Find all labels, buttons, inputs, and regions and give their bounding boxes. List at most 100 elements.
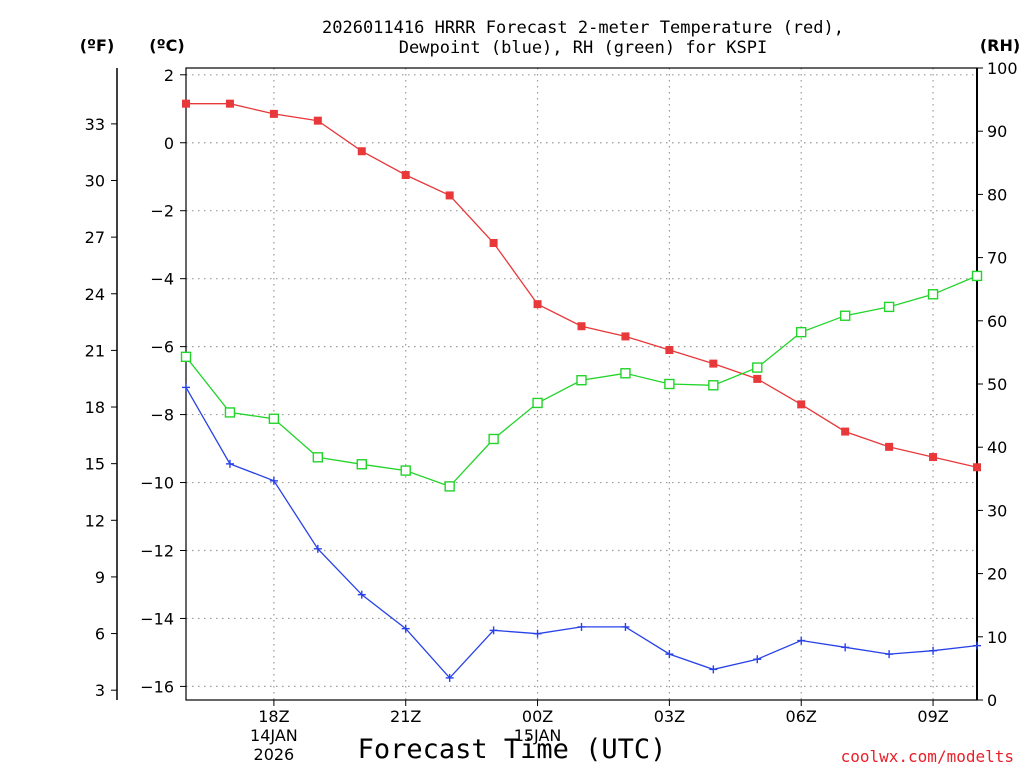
fahrenheit-tick-label: 30 <box>85 172 105 191</box>
rh-point <box>268 413 280 424</box>
dewpoint-point <box>709 665 718 674</box>
rh-point <box>356 459 367 470</box>
dewpoint-point <box>182 383 190 392</box>
rh-tick-label: 70 <box>987 249 1007 268</box>
rh-tick-label: 90 <box>987 122 1007 141</box>
rh-point <box>796 326 807 338</box>
celsius-tick-label: 0 <box>164 134 174 153</box>
dewpoint-point <box>313 544 322 553</box>
temperature-point <box>841 427 850 436</box>
fahrenheit-tick-label: 33 <box>85 115 105 134</box>
rh-point <box>839 310 851 321</box>
rh-unit-label: (RH) <box>980 36 1020 55</box>
temperature-point <box>225 99 234 108</box>
rh-tick-label: 30 <box>987 501 1007 520</box>
fahrenheit-tick-label: 18 <box>85 398 105 417</box>
dewpoint-point <box>841 643 850 652</box>
celsius-tick-label: −14 <box>140 609 174 628</box>
dewpoint-point <box>445 673 454 682</box>
rh-tick-label: 0 <box>987 691 997 710</box>
rh-tick-label: 50 <box>987 375 1007 394</box>
temperature-point <box>269 109 278 118</box>
temperature-point <box>445 191 454 200</box>
rh-point <box>708 380 719 391</box>
rh-point <box>664 378 675 390</box>
rh-point <box>532 397 543 409</box>
title-line-1: 2026011416 HRRR Forecast 2-meter Tempera… <box>322 18 844 38</box>
temperature-point <box>577 322 586 331</box>
celsius-unit-label: (ºC) <box>149 36 184 55</box>
x-date-label: 15JAN <box>514 726 562 745</box>
temperature-point <box>797 400 806 409</box>
temperature-point <box>929 453 938 462</box>
x-tick-label: 03Z <box>654 707 685 726</box>
fahrenheit-unit-label: (ºF) <box>80 36 115 55</box>
celsius-tick-label: −16 <box>140 677 174 696</box>
series <box>180 99 983 682</box>
temperature-point <box>621 332 630 341</box>
temperature-point <box>709 359 718 368</box>
dewpoint-point <box>885 650 894 659</box>
celsius-tick-label: 2 <box>164 66 174 85</box>
rh-point <box>224 407 236 418</box>
dewpoint-point <box>753 655 762 664</box>
fahrenheit-tick-label: 6 <box>95 625 105 644</box>
temperature-point <box>753 374 762 383</box>
temperature-line <box>186 103 978 468</box>
rh-point <box>752 362 763 373</box>
rh-tick-label: 10 <box>987 628 1007 647</box>
fahrenheit-tick-label: 3 <box>95 681 105 700</box>
rh-point <box>488 433 499 445</box>
rh-point <box>883 301 895 313</box>
rh-point <box>400 465 411 476</box>
celsius-tick-label: −6 <box>150 338 174 357</box>
temperature-point <box>313 116 322 125</box>
rh-point <box>576 375 587 386</box>
fahrenheit-tick-label: 9 <box>95 568 105 587</box>
dewpoint-point <box>621 622 630 631</box>
rh-tick-label: 80 <box>987 185 1007 204</box>
fahrenheit-tick-label: 24 <box>85 285 105 304</box>
fahrenheit-tick-label: 12 <box>85 511 105 530</box>
x-axis-title: Forecast Time (UTC) <box>358 734 667 765</box>
x-tick-label: 09Z <box>917 707 948 726</box>
x-tick-label: 18Z <box>258 707 289 726</box>
temperature-point <box>973 463 981 472</box>
title-line-2: Dewpoint (blue), RH (green) for KSPI <box>399 38 767 58</box>
dewpoint-point <box>797 636 806 645</box>
rh-point <box>927 289 939 300</box>
celsius-tick-label: −12 <box>140 541 174 560</box>
dewpoint-point <box>665 650 674 659</box>
fahrenheit-tick-label: 27 <box>85 228 105 247</box>
celsius-tick-label: −10 <box>140 474 174 493</box>
dewpoint-point <box>489 626 498 635</box>
dewpoint-point <box>225 459 234 468</box>
axes <box>111 67 983 706</box>
temperature-point <box>533 300 542 309</box>
x-date-label: 14JAN <box>250 726 298 745</box>
dewpoint-point <box>973 641 981 650</box>
dewpoint-point <box>533 629 542 638</box>
x-tick-label: 00Z <box>522 707 553 726</box>
rh-point <box>971 270 983 282</box>
fahrenheit-tick-label: 21 <box>85 341 105 360</box>
dewpoint-point <box>269 476 278 485</box>
dewpoint-point <box>929 646 938 655</box>
dewpoint-point <box>357 590 366 599</box>
rh-point <box>312 452 324 463</box>
celsius-tick-label: −4 <box>150 270 174 289</box>
x-tick-label: 21Z <box>390 707 421 726</box>
credit-text: coolwx.com/modelts <box>841 747 1014 766</box>
temperature-point <box>401 171 410 180</box>
rh-tick-label: 20 <box>987 565 1007 584</box>
rh-point <box>444 481 455 492</box>
fahrenheit-tick-label: 15 <box>85 455 105 474</box>
celsius-tick-label: −2 <box>150 202 174 221</box>
temperature-point <box>665 346 674 355</box>
rh-tick-label: 40 <box>987 438 1007 457</box>
rh-point <box>620 368 631 379</box>
temperature-point <box>357 147 366 156</box>
x-date-label: 2026 <box>254 745 295 764</box>
temperature-point <box>885 442 894 451</box>
